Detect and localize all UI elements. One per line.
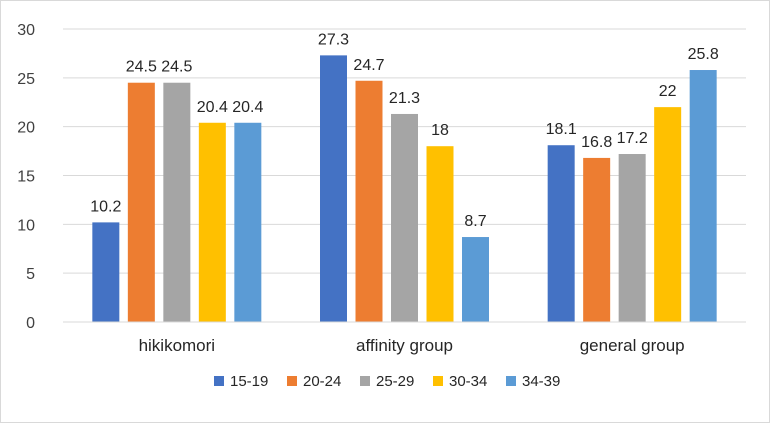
bar — [127, 82, 155, 322]
data-label: 20.4 — [197, 99, 228, 116]
data-label: 24.5 — [161, 59, 192, 76]
category-label: hikikomori — [139, 336, 216, 355]
legend-swatch — [287, 376, 297, 386]
legend-swatch — [506, 376, 516, 386]
data-label: 27.3 — [318, 31, 349, 48]
bar — [198, 122, 226, 322]
y-tick-label: 0 — [26, 315, 35, 332]
legend-label: 25-29 — [376, 373, 414, 390]
data-label: 18 — [431, 122, 449, 139]
bar — [320, 55, 347, 323]
bar — [355, 80, 383, 322]
legend-label: 30-34 — [449, 373, 487, 390]
legend-label: 15-19 — [230, 373, 268, 390]
bar — [654, 107, 682, 322]
y-tick-label: 10 — [17, 217, 35, 234]
y-tick-label: 20 — [17, 120, 35, 137]
legend-label: 20-24 — [303, 373, 341, 390]
bar — [426, 146, 454, 322]
data-label: 22 — [659, 83, 677, 100]
data-label: 17.2 — [617, 130, 648, 147]
bar — [583, 157, 611, 322]
data-label: 10.2 — [90, 198, 121, 215]
bar — [618, 154, 646, 322]
bar — [689, 70, 717, 323]
legend-swatch — [360, 376, 370, 386]
bar — [462, 237, 489, 322]
data-label: 18.1 — [546, 121, 577, 138]
bar — [92, 222, 120, 322]
legend-swatch — [214, 376, 224, 386]
bar — [547, 145, 575, 322]
data-label: 20.4 — [232, 99, 263, 116]
data-label: 8.7 — [464, 213, 486, 230]
legend-swatch — [433, 376, 443, 386]
y-tick-label: 30 — [17, 22, 35, 39]
legend-label: 34-39 — [522, 373, 560, 390]
data-label: 24.7 — [353, 57, 384, 74]
y-tick-label: 5 — [26, 266, 35, 283]
data-label: 25.8 — [688, 46, 719, 63]
bar — [163, 82, 191, 322]
y-tick-label: 15 — [17, 169, 35, 186]
data-label: 16.8 — [581, 134, 612, 151]
data-label: 21.3 — [389, 90, 420, 107]
bar — [234, 122, 262, 322]
data-label: 24.5 — [126, 59, 157, 76]
category-label: affinity group — [356, 336, 453, 355]
bar — [391, 113, 418, 322]
y-tick-label: 25 — [17, 71, 35, 88]
category-label: general group — [580, 336, 685, 355]
